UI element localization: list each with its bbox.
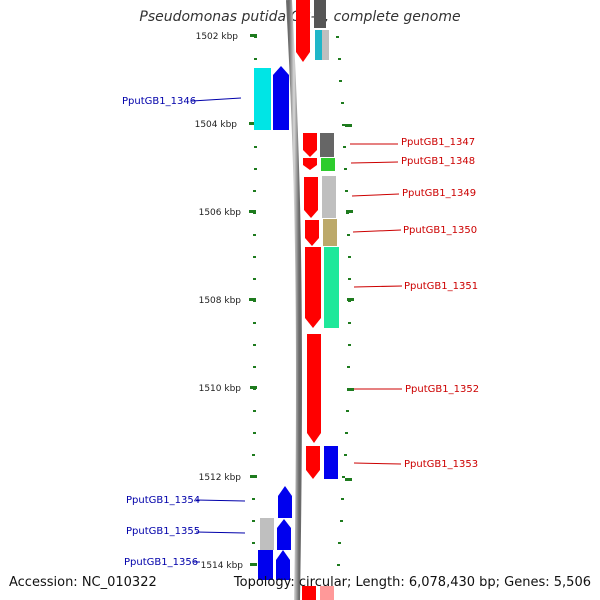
label-1355[interactable]: PputGB1_1355 <box>126 526 246 537</box>
gene-label: PputGB1_1348 <box>401 156 475 167</box>
scale-label: 1508 kbp <box>199 296 242 306</box>
gene-1351[interactable] <box>305 247 339 328</box>
label-1348[interactable]: PputGB1_1348 <box>350 156 475 167</box>
tick-dot <box>338 542 341 544</box>
tick-dot <box>343 146 346 148</box>
gene-label: PputGB1_1354 <box>126 495 200 506</box>
tick-dot <box>347 234 350 236</box>
tick-major <box>347 298 354 301</box>
tick-major <box>346 210 353 213</box>
tick-dot <box>253 256 256 258</box>
gene-label: PputGB1_1351 <box>404 281 478 292</box>
tick-dot <box>348 322 351 324</box>
tick-major <box>345 478 352 481</box>
tick-dot <box>347 366 350 368</box>
scale-1510: 1510 kbp <box>199 384 257 394</box>
gene-1350[interactable] <box>305 219 337 246</box>
tick-dot <box>253 190 256 192</box>
tick-dot <box>253 432 256 434</box>
tick-dot <box>348 278 351 280</box>
gene-1354[interactable] <box>278 486 292 518</box>
scale-label: 1512 kbp <box>199 473 242 483</box>
scale-1502: 1502 kbp <box>196 32 257 42</box>
gene-1352[interactable] <box>307 334 321 443</box>
label-1350[interactable]: PputGB1_1350 <box>352 225 477 236</box>
tick-major <box>345 124 352 127</box>
tick-dot <box>336 36 339 38</box>
label-1354[interactable]: PputGB1_1354 <box>126 495 246 506</box>
label-1352[interactable]: PputGB1_1352 <box>354 384 479 395</box>
scale-1512: 1512 kbp <box>199 473 257 483</box>
tick-dot <box>252 520 255 522</box>
tick-dot <box>253 234 256 236</box>
tick-dot <box>252 498 255 500</box>
gene-top-partial[interactable] <box>296 0 329 62</box>
tick-dot <box>254 146 257 148</box>
tick-dot <box>345 190 348 192</box>
gene-1353[interactable] <box>306 446 338 479</box>
topology-text: Topology: circular; Length: 6,078,430 bp… <box>233 575 591 590</box>
gene-label: PputGB1_1346 <box>122 96 196 107</box>
tick-major <box>347 388 354 391</box>
scale-label: 1504 kbp <box>195 120 238 130</box>
tick-dot <box>348 256 351 258</box>
genome-backbone <box>286 0 303 600</box>
scale-1506: 1506 kbp <box>199 208 256 218</box>
tick-dot <box>342 476 345 478</box>
label-1349[interactable]: PputGB1_1349 <box>351 188 476 199</box>
scale-1514: 1514 kbp <box>201 561 257 571</box>
outer-ticks-right <box>336 36 354 566</box>
gene-label: PputGB1_1352 <box>405 384 479 395</box>
tick-dot <box>253 322 256 324</box>
tick-dot <box>338 58 341 60</box>
tick-dot <box>346 410 349 412</box>
gene-1356[interactable] <box>258 550 290 580</box>
tick-dot <box>339 80 342 82</box>
accession-text: Accession: NC_010322 <box>9 575 157 590</box>
tick-dot <box>253 344 256 346</box>
gene-1355[interactable] <box>260 518 291 550</box>
tick-dot <box>253 410 256 412</box>
tick-dot <box>345 432 348 434</box>
tick-dot <box>253 278 256 280</box>
tick-dot <box>252 454 255 456</box>
tick-dot <box>254 168 257 170</box>
gene-label: PputGB1_1349 <box>402 188 476 199</box>
tick-dot <box>253 366 256 368</box>
gene-label: PputGB1_1353 <box>404 459 478 470</box>
gene-1349[interactable] <box>304 176 336 218</box>
gene-label: PputGB1_1350 <box>403 225 477 236</box>
tick-dot <box>337 564 340 566</box>
tick-dot <box>341 102 344 104</box>
scale-label: 1510 kbp <box>199 384 242 394</box>
tick-dot <box>341 498 344 500</box>
gene-bottom-partial[interactable] <box>302 586 334 600</box>
label-1351[interactable]: PputGB1_1351 <box>353 281 478 292</box>
tick-dot <box>348 344 351 346</box>
gene-label: PputGB1_1355 <box>126 526 200 537</box>
label-1356[interactable]: PputGB1_1356 <box>124 557 200 568</box>
scale-label: 1514 kbp <box>201 561 244 571</box>
tick-dot <box>344 454 347 456</box>
gene-1347[interactable] <box>303 133 334 157</box>
gene-1346[interactable] <box>254 66 289 130</box>
label-1347[interactable]: PputGB1_1347 <box>350 137 475 148</box>
gene-label: PputGB1_1347 <box>401 137 475 148</box>
tick-dot <box>340 520 343 522</box>
label-1353[interactable]: PputGB1_1353 <box>353 459 478 470</box>
gene-label: PputGB1_1356 <box>124 557 198 568</box>
scale-1508: 1508 kbp <box>199 296 256 306</box>
tick-dot <box>254 58 257 60</box>
tick-dot <box>252 542 255 544</box>
gene-1348[interactable] <box>303 158 335 171</box>
tick-dot <box>344 168 347 170</box>
label-1346[interactable]: PputGB1_1346 <box>122 96 242 107</box>
scale-1504: 1504 kbp <box>195 120 256 130</box>
scale-label: 1506 kbp <box>199 208 242 218</box>
tick-dot <box>342 124 345 126</box>
scale-label: 1502 kbp <box>196 32 239 42</box>
